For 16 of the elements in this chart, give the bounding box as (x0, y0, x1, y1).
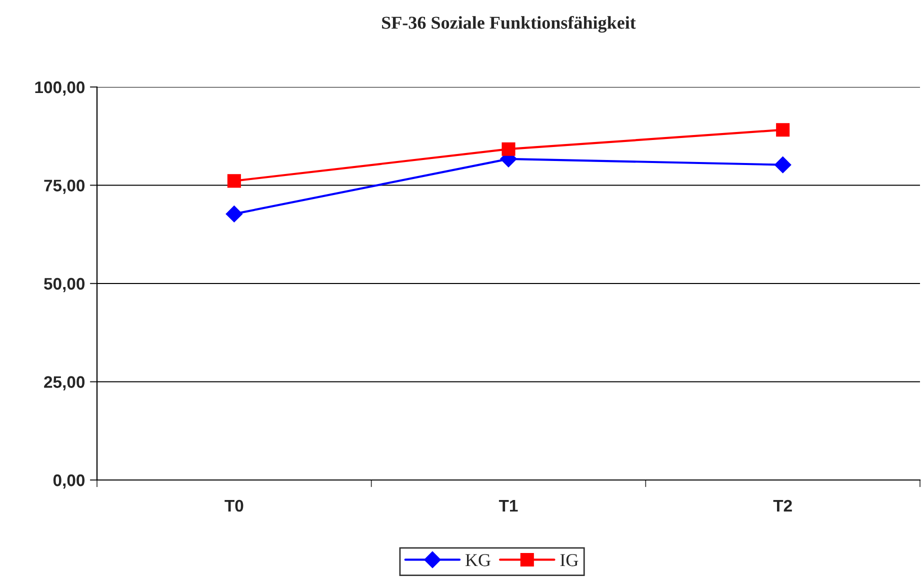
point (226, 206, 243, 222)
x-tick-label: T2 (773, 500, 792, 512)
y-tick-label: 100,00 (35, 81, 85, 96)
x-tick-label: T1 (498, 500, 518, 512)
y-tick-label: 0,00 (53, 474, 85, 489)
legend-label: IG (560, 554, 578, 566)
y-tick-label: 50,00 (44, 278, 85, 292)
point (774, 156, 792, 174)
point (776, 123, 790, 137)
point (227, 174, 241, 188)
y-tick-label: 75,00 (44, 180, 85, 194)
chart-title: SF-36 Soziale Funktionsfähigkeit (382, 16, 636, 33)
legend-label: KG (465, 554, 490, 566)
point (502, 142, 516, 156)
y-tick-label: 25,00 (44, 376, 85, 390)
x-tick-label: T0 (224, 500, 244, 512)
